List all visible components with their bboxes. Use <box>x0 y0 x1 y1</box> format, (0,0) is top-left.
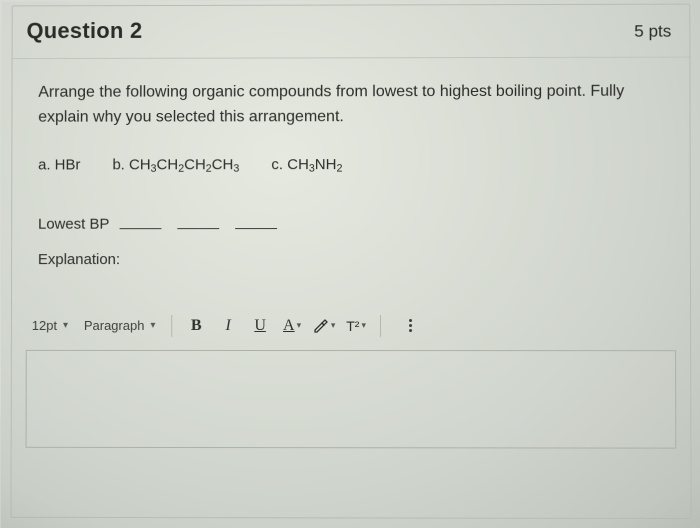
superscript-button[interactable]: T²▾ <box>342 312 370 340</box>
blank-2 <box>177 214 219 229</box>
toolbar-divider <box>380 315 381 337</box>
answer-options: a. HBr b. CH3CH2CH2CH3 c. CH3NH2 <box>38 155 663 174</box>
answer-editor[interactable] <box>26 350 677 449</box>
font-size-select[interactable]: 12pt ▾ <box>26 314 74 337</box>
blank-1 <box>119 214 161 228</box>
question-header: Question 2 5 pts <box>13 5 690 59</box>
blank-3 <box>235 214 277 229</box>
underline-button[interactable]: U <box>246 312 274 340</box>
chevron-down-icon: ▾ <box>297 320 302 331</box>
paragraph-style-select[interactable]: Paragraph ▾ <box>78 314 161 337</box>
paragraph-style-value: Paragraph <box>84 318 145 333</box>
more-options-button[interactable] <box>391 312 419 340</box>
chevron-down-icon: ▾ <box>361 320 366 331</box>
question-title: Question 2 <box>27 18 143 44</box>
highlighter-icon <box>313 318 329 334</box>
lowest-bp-row: Lowest BP <box>38 214 664 233</box>
highlight-color-button[interactable]: ▾ <box>310 312 338 340</box>
font-size-value: 12pt <box>32 318 57 333</box>
chevron-down-icon: ▾ <box>150 320 155 331</box>
toolbar-divider <box>171 315 172 337</box>
lowest-bp-label: Lowest BP <box>38 216 109 233</box>
question-panel: Question 2 5 pts Arrange the following o… <box>10 4 691 519</box>
chevron-down-icon: ▾ <box>63 320 68 331</box>
option-a: a. HBr <box>38 156 80 173</box>
option-c: c. CH3NH2 <box>271 156 342 175</box>
prompt-line-1: Arrange the following organic compounds … <box>38 83 624 101</box>
option-b: b. CH3CH2CH2CH3 <box>112 156 239 175</box>
prompt-line-2: explain why you selected this arrangemen… <box>38 108 344 125</box>
editor-toolbar: 12pt ▾ Paragraph ▾ B I U A▾ <box>12 306 690 350</box>
question-body: Arrange the following organic compounds … <box>12 58 690 306</box>
bold-button[interactable]: B <box>182 312 210 340</box>
italic-button[interactable]: I <box>214 312 242 340</box>
more-icon <box>409 319 412 332</box>
question-prompt: Arrange the following organic compounds … <box>38 80 663 131</box>
text-color-button[interactable]: A▾ <box>278 312 306 340</box>
question-points: 5 pts <box>634 22 671 42</box>
explanation-label: Explanation: <box>38 251 664 268</box>
chevron-down-icon: ▾ <box>331 320 336 331</box>
